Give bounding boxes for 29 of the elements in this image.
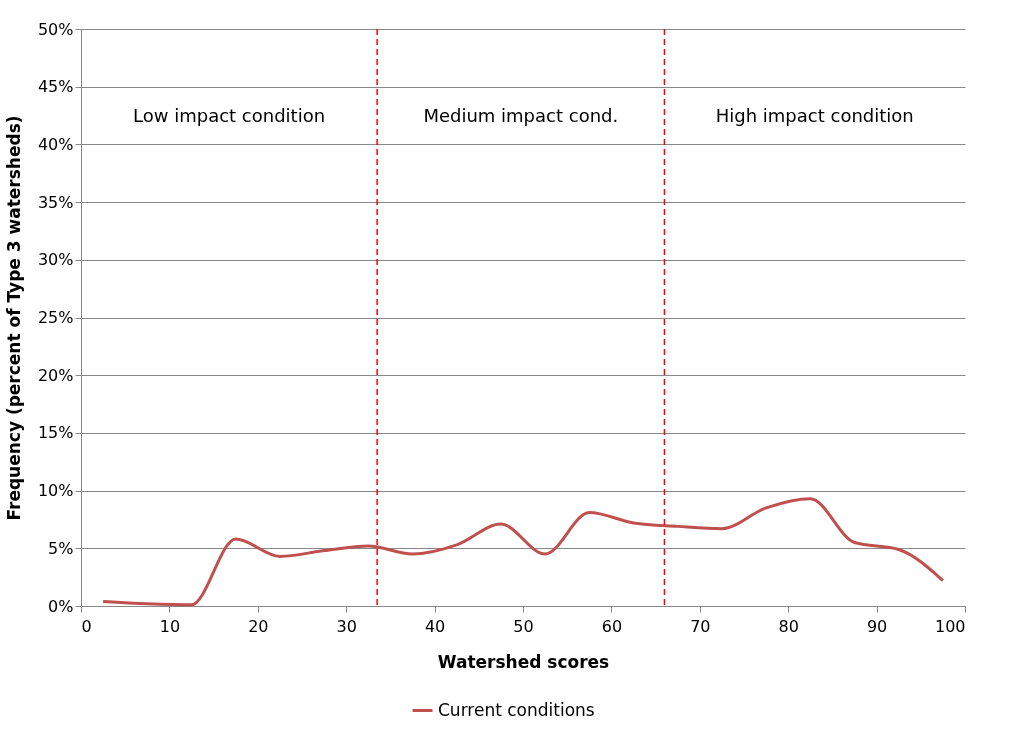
annotation: Medium impact cond. <box>423 105 619 126</box>
y-tick-label: 5% <box>48 538 74 558</box>
y-tick-label: 0% <box>48 596 74 616</box>
x-tick-label: 20 <box>248 616 269 636</box>
x-tick-label: 100 <box>934 616 966 636</box>
x-tick-label: 0 <box>81 616 92 636</box>
y-tick-label: 30% <box>37 250 74 270</box>
y-tick-label: 25% <box>37 308 74 327</box>
y-tick-label: 20% <box>37 365 74 385</box>
legend-label: Current conditions <box>438 699 595 720</box>
x-tick-label: 50 <box>513 616 534 636</box>
y-tick-label: 40% <box>37 134 74 154</box>
y-tick-label: 45% <box>37 77 74 97</box>
x-tick-label: 70 <box>690 616 711 636</box>
x-tick-label: 40 <box>424 616 446 636</box>
x-tick-label: 80 <box>778 616 799 636</box>
line-series <box>101 497 945 607</box>
x-tick-label: 30 <box>336 616 357 636</box>
x-tick-label: 60 <box>601 616 623 636</box>
annotation: Low impact condition <box>133 105 326 126</box>
x-tick-label: 10 <box>159 616 181 636</box>
y-tick-label: 35% <box>37 192 74 212</box>
y-tick-label: 15% <box>37 423 74 443</box>
y-tick-label: 50% <box>37 19 74 39</box>
x-tick-label: 90 <box>866 616 888 636</box>
y-axis-title: Frequency (percent of Type 3 watersheds) <box>3 115 24 521</box>
annotation: High impact condition <box>715 105 914 126</box>
x-axis-title: Watershed scores <box>437 651 610 672</box>
y-tick-label: 10% <box>37 481 74 501</box>
